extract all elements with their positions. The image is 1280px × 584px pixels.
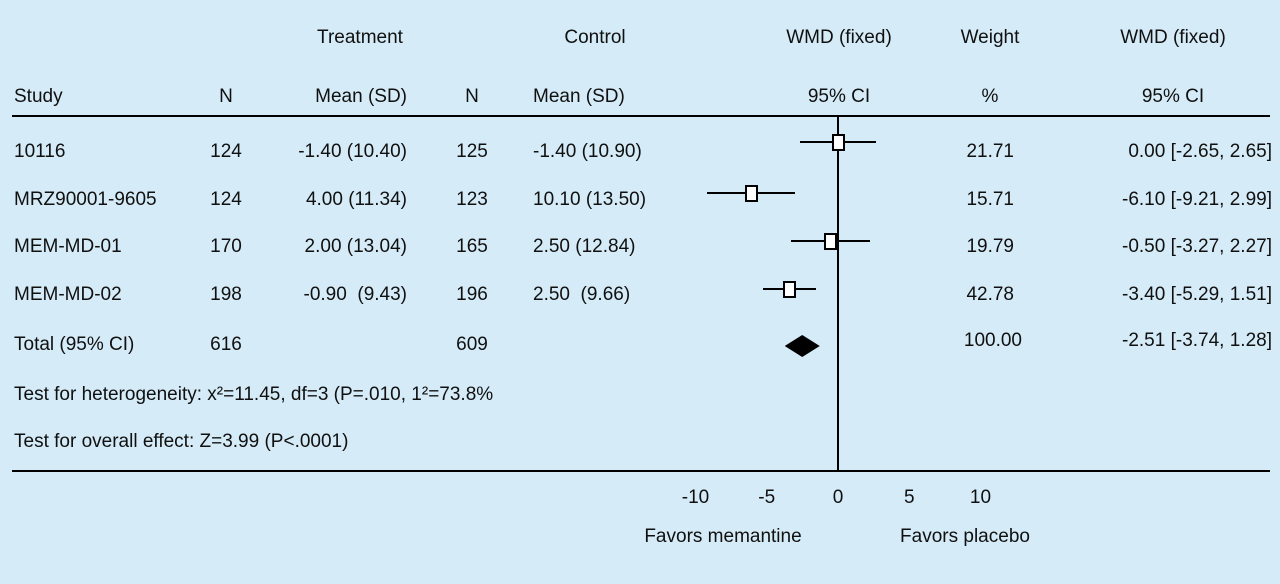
control-n-value: 196 — [456, 284, 488, 305]
wmd-point-MRZ90001-9605 — [744, 184, 758, 202]
weight-value: 21.71 — [966, 141, 1014, 162]
control-mean-value: -1.40 (10.90) — [533, 141, 642, 162]
treatment-group-header: Treatment — [317, 27, 403, 48]
treatment-n-value: 124 — [210, 141, 242, 162]
study-name: MRZ90001-9605 — [14, 189, 157, 210]
total-diamond — [784, 335, 820, 357]
treatment-mean-value: -1.40 (10.40) — [298, 141, 407, 162]
control-n-value: 123 — [456, 189, 488, 210]
control-mean-value: 10.10 (13.50) — [533, 189, 647, 210]
control-n-header: N — [465, 86, 479, 107]
study-column-header: Study — [14, 86, 63, 107]
study-name: 10116 — [14, 141, 66, 162]
favors-right-label: Favors placebo — [900, 526, 1030, 547]
weight-value: 19.79 — [966, 236, 1014, 257]
total-control-n: 609 — [456, 334, 488, 355]
treatment-n-value: 198 — [210, 284, 242, 305]
axis-tick-10: 10 — [969, 487, 992, 508]
wmd-point-10116 — [831, 133, 845, 151]
heterogeneity-test-text: Test for heterogeneity: x²=11.45, df=3 (… — [14, 384, 494, 405]
treatment-mean-value: -0.90 (9.43) — [303, 284, 408, 305]
wmd-plot-header: WMD (fixed) — [786, 27, 892, 48]
total-treatment-n: 616 — [210, 334, 242, 355]
study-name: MEM-MD-01 — [14, 236, 122, 257]
total-label: Total (95% CI) — [14, 334, 135, 355]
control-n-value: 125 — [456, 141, 488, 162]
wmd-ci-text: -0.50 [-3.27, 2.27] — [1122, 236, 1272, 257]
wmd-ci-text: 0.00 [-2.65, 2.65] — [1128, 141, 1272, 162]
top-rule — [12, 115, 1270, 117]
weight-value: 15.71 — [966, 189, 1014, 210]
wmd-plot-subheader: 95% CI — [807, 86, 871, 107]
control-mean-header: Mean (SD) — [533, 86, 625, 107]
control-mean-value: 2.50 (12.84) — [533, 236, 636, 257]
bottom-rule — [12, 470, 1270, 472]
treatment-mean-value: 2.00 (13.04) — [304, 236, 407, 257]
control-n-value: 165 — [456, 236, 488, 257]
treatment-n-value: 170 — [210, 236, 242, 257]
axis-tick--10: -10 — [681, 487, 710, 508]
overall-effect-test-text: Test for overall effect: Z=3.99 (P<.0001… — [14, 431, 349, 452]
axis-tick--5: -5 — [758, 487, 776, 508]
wmd-point-MEM-MD-02 — [783, 280, 797, 298]
favors-left-label: Favors memantine — [644, 526, 802, 547]
treatment-mean-value: 4.00 (11.34) — [305, 189, 407, 210]
total-weight: 100.00 — [963, 330, 1022, 351]
wmd-ci-text: -6.10 [-9.21, 2.99] — [1122, 189, 1272, 210]
weight-value: 42.78 — [966, 284, 1014, 305]
wmd-point-MEM-MD-01 — [824, 232, 838, 250]
wmd-ci-text: -3.40 [-5.29, 1.51] — [1122, 284, 1272, 305]
weight-header: Weight — [960, 27, 1020, 48]
weight-subheader: % — [981, 86, 999, 107]
wmd-text-subheader: 95% CI — [1141, 86, 1205, 107]
treatment-mean-header: Mean (SD) — [315, 86, 407, 107]
wmd-text-header: WMD (fixed) — [1120, 27, 1226, 48]
axis-tick-0: 0 — [832, 487, 844, 508]
treatment-n-value: 124 — [210, 189, 242, 210]
treatment-n-header: N — [219, 86, 233, 107]
zero-effect-line — [837, 117, 839, 470]
control-mean-value: 2.50 (9.66) — [533, 284, 631, 305]
total-wmd-ci-text: -2.51 [-3.74, 1.28] — [1122, 330, 1272, 351]
control-group-header: Control — [564, 27, 626, 48]
study-name: MEM-MD-02 — [14, 284, 122, 305]
axis-tick-5: 5 — [903, 487, 915, 508]
